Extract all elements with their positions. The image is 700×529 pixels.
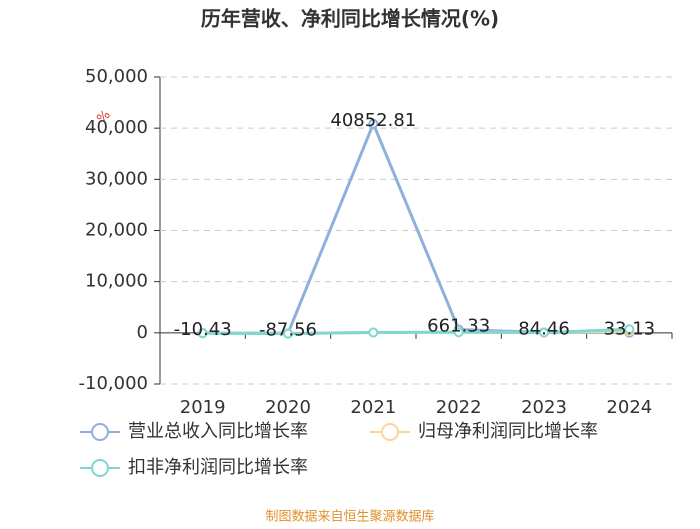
source-note: 制图数据来自恒生聚源数据库	[265, 509, 434, 525]
series-line	[202, 327, 630, 336]
legend-marker	[91, 423, 109, 441]
legend-marker	[381, 423, 399, 441]
legend-marker	[91, 459, 109, 477]
x-tick-label: 2019	[180, 397, 226, 418]
point	[283, 328, 293, 339]
data-label: 40852.81	[330, 110, 416, 131]
legend-label: 扣非净利润同比增长率	[128, 457, 308, 478]
data-label: 84.46	[518, 318, 570, 339]
data-label: 33.13	[604, 319, 656, 340]
point	[539, 327, 549, 338]
point	[624, 324, 635, 335]
y-tick-label: 10,000	[85, 271, 148, 292]
legend-label: 归母净利润同比增长率	[418, 421, 598, 442]
x-tick-label: 2024	[606, 397, 652, 418]
data-label: 661.33	[427, 315, 490, 336]
point	[368, 118, 379, 129]
x-tick-label: 2022	[436, 397, 482, 418]
point	[197, 328, 208, 339]
chart-title: 历年营收、净利同比增长情况(%)	[201, 7, 499, 31]
x-tick-label: 2021	[350, 397, 396, 418]
point	[368, 327, 379, 338]
y-tick-label: 20,000	[85, 220, 148, 241]
legend-label: 营业总收入同比增长率	[128, 421, 308, 442]
y-tick-label: -10,000	[79, 373, 148, 394]
x-tick-label: 2023	[521, 397, 567, 418]
series-line	[202, 119, 630, 335]
data-label: -10.43	[174, 319, 232, 340]
y-tick-label: 0	[137, 322, 148, 343]
point	[453, 327, 464, 338]
data-label: -87.56	[259, 319, 317, 340]
y-tick-label: 30,000	[85, 168, 148, 189]
y-tick-label: 40,000	[85, 117, 148, 138]
x-tick-label: 2020	[265, 397, 311, 418]
y-tick-label: 50,000	[85, 66, 148, 87]
